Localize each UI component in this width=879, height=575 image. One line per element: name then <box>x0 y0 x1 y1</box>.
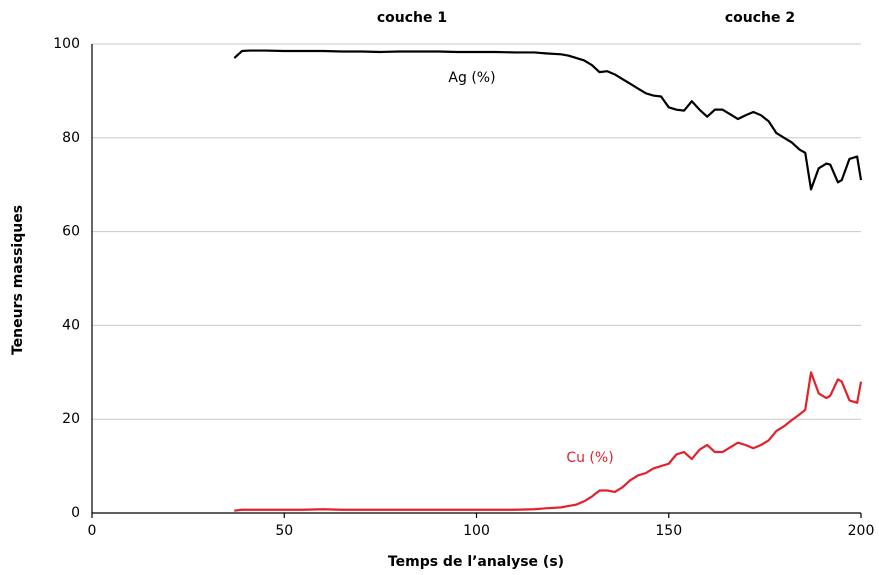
series-label: Ag (%) <box>448 70 495 86</box>
line-series <box>234 371 863 512</box>
x-tick-label: 150 <box>655 523 682 539</box>
annotation: couche 2 <box>725 10 795 26</box>
y-tick-label: 60 <box>62 224 80 240</box>
x-axis-label: Temps de l’analyse (s) <box>388 554 564 570</box>
x-tick-label: 200 <box>848 523 875 539</box>
y-tick-label: 0 <box>71 505 80 521</box>
y-tick-label: 20 <box>62 411 80 427</box>
x-tick-label: 50 <box>275 523 293 539</box>
line-series <box>233 49 863 191</box>
x-tick-label: 100 <box>463 523 490 539</box>
x-tick-label: 0 <box>88 523 97 539</box>
series-label: Cu (%) <box>566 450 613 466</box>
y-axis-label: Teneurs massiques <box>10 205 26 355</box>
y-tick-label: 40 <box>62 317 80 333</box>
y-tick-label: 100 <box>53 36 80 52</box>
y-tick-label: 80 <box>62 130 80 146</box>
annotation: couche 1 <box>377 10 447 26</box>
